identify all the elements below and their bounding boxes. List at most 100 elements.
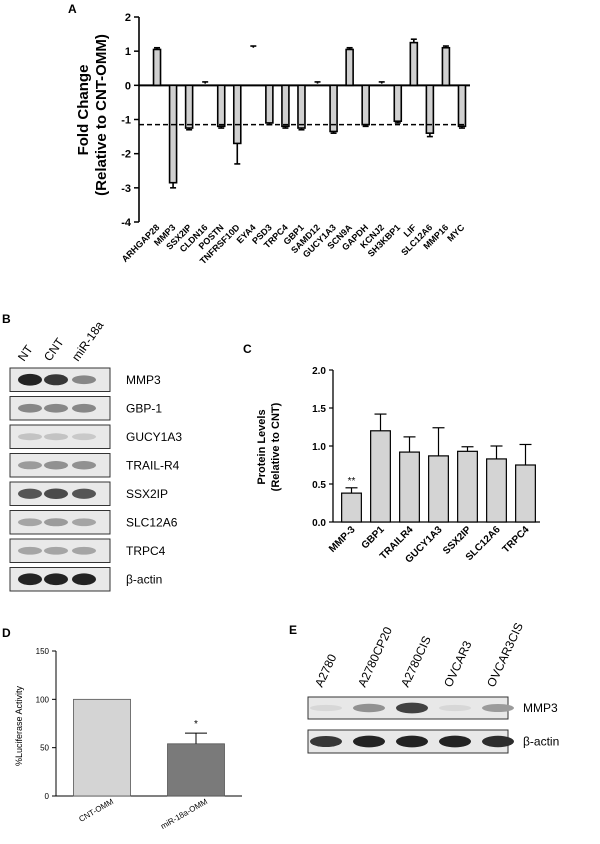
panel-a-y-tick-label: -3 xyxy=(121,183,131,195)
blot-b-band xyxy=(44,374,68,386)
blot-b-lane-label: NT xyxy=(15,342,36,364)
blot-b-lane-label: miR-18a xyxy=(69,318,107,363)
panel-c-y-tick-label: 1.5 xyxy=(312,404,326,415)
panel-d-significance-mark: * xyxy=(194,719,198,730)
panel-c-significance-mark: ** xyxy=(348,476,356,487)
blot-e-band xyxy=(482,703,514,713)
panel-a-bar xyxy=(361,84,370,126)
panel-a-bar xyxy=(232,84,242,145)
blot-e-lane-label: OVCAR3CIS xyxy=(484,620,526,689)
panel-a-y-tick-label: -2 xyxy=(121,149,131,161)
blot-e-band xyxy=(353,735,385,748)
blot-b-band xyxy=(72,403,96,413)
panel-d-y-tick-label: 0 xyxy=(45,792,50,801)
blot-b-band xyxy=(72,573,96,586)
panel-a-bar xyxy=(393,84,403,123)
panel-a-bar xyxy=(297,84,306,129)
panel-d-x-tick-label: CNT-OMM xyxy=(77,797,115,824)
panel-a-bar xyxy=(168,84,178,184)
panel-c-bar xyxy=(515,464,536,523)
blot-e-band xyxy=(396,702,428,714)
panel-a-bar xyxy=(345,48,354,87)
blot-e-lane-label: A2780CP20 xyxy=(355,624,395,689)
blot-b-row-label: GUCY1A3 xyxy=(126,430,182,444)
panel-label-d: D xyxy=(2,626,11,640)
blot-b-row-label: MMP3 xyxy=(126,373,161,387)
blot-e-row-label: MMP3 xyxy=(523,701,558,715)
panel-c-x-tick-label: TRPC4 xyxy=(501,524,532,555)
blot-b-band xyxy=(72,546,96,555)
panel-a-bar xyxy=(441,46,451,87)
panel-d-y-tick-label: 150 xyxy=(36,647,50,656)
panel-b-western-blot: NT CNT miR-18a MMP3 GBP-1 GUCY1A3 TRAIL-R4 SSX2… xyxy=(9,318,182,592)
panel-d-y-tick-label: 50 xyxy=(40,744,49,753)
panel-d-y-tick-label: 100 xyxy=(36,695,50,704)
panel-a-bar xyxy=(184,84,194,129)
panel-a-y-tick-label: -4 xyxy=(121,217,132,229)
panel-c-y-tick-label: 2.0 xyxy=(312,366,326,377)
blot-e-lane-label: A2780 xyxy=(312,652,339,690)
panel-c-bar xyxy=(428,455,449,523)
panel-c-bar xyxy=(370,430,391,523)
blot-e-lane-label: A2780CIS xyxy=(398,634,434,689)
blot-b-band xyxy=(18,546,42,555)
panel-a-bar xyxy=(409,41,419,87)
blot-b-row-label: SLC12A6 xyxy=(126,515,178,529)
blot-b-band xyxy=(18,488,42,499)
panel-a-y-tick-label: 2 xyxy=(125,12,131,24)
panel-c-x-tick-label: MMP-3 xyxy=(327,524,358,555)
blot-b-band xyxy=(72,433,96,441)
panel-d-x-tick-label: miR-18a-OMM xyxy=(159,797,209,831)
panel-a-ylabel-line1: Fold Change xyxy=(75,65,92,156)
panel-label-e: E xyxy=(289,623,297,637)
blot-b-band xyxy=(44,573,68,586)
blot-e-band xyxy=(353,703,385,713)
blot-b-band xyxy=(18,461,42,470)
panel-d-bar xyxy=(73,698,131,797)
panel-d-chart: %Luciferase Activity 150 100 50 0 CNT-OMM * mi… xyxy=(14,647,242,831)
panel-c-bar xyxy=(341,492,362,523)
blot-b-row-label: SSX2IP xyxy=(126,487,168,501)
blot-b-band xyxy=(72,461,96,470)
panel-a-bar xyxy=(457,84,467,128)
panel-a-ylabel-line2: (Relative to CNT-OMM) xyxy=(93,34,110,196)
blot-e-row-label: β-actin xyxy=(523,735,559,749)
panel-c-bar xyxy=(486,458,507,523)
panel-c-x-tick-label: GBP1 xyxy=(360,524,387,551)
panel-a-bar xyxy=(425,84,435,134)
panel-c-bar xyxy=(457,450,478,523)
blot-e-band xyxy=(396,735,428,748)
blot-b-band xyxy=(72,488,96,499)
panel-c-chart: Protein Levels (Relative to CNT) 2.0 1.5 1… xyxy=(256,366,540,566)
blot-b-band xyxy=(44,461,68,470)
panel-a-y-tick-label: 1 xyxy=(125,46,131,58)
blot-b-band xyxy=(44,518,68,527)
blot-b-band xyxy=(18,573,42,586)
panel-label-b: B xyxy=(2,312,11,326)
panel-a-bar xyxy=(216,84,226,128)
blot-b-band xyxy=(18,403,42,413)
panel-e-western-blot: A2780 A2780CP20 A2780CIS OVCAR3 OVCAR3CIS MMP… xyxy=(307,620,559,754)
panel-a-bar xyxy=(281,84,290,128)
blot-b-band xyxy=(44,433,68,441)
blot-b-row-label: TRAIL-R4 xyxy=(126,458,180,472)
panel-a-x-tick-label: MYC xyxy=(445,222,467,244)
blot-b-band xyxy=(44,403,68,413)
blot-b-band xyxy=(72,375,96,385)
blot-e-lane-label: OVCAR3 xyxy=(441,638,475,689)
blot-b-band xyxy=(18,373,42,386)
blot-e-band xyxy=(310,735,342,748)
panel-d-ylabel: %Luciferase Activity xyxy=(14,685,24,766)
blot-b-band xyxy=(18,433,42,441)
blot-b-row-label: β-actin xyxy=(126,572,162,586)
blot-b-band xyxy=(44,488,68,499)
blot-e-band xyxy=(310,704,342,712)
panel-c-y-tick-label: 1.0 xyxy=(312,442,326,453)
panel-a-y-tick-label: 0 xyxy=(125,80,131,92)
blot-b-lane-label: CNT xyxy=(41,335,67,364)
blot-b-row-label: TRPC4 xyxy=(126,544,166,558)
panel-a-y-tick-label: -1 xyxy=(121,115,131,127)
panel-label-a: A xyxy=(68,2,77,16)
blot-e-band xyxy=(439,735,471,748)
